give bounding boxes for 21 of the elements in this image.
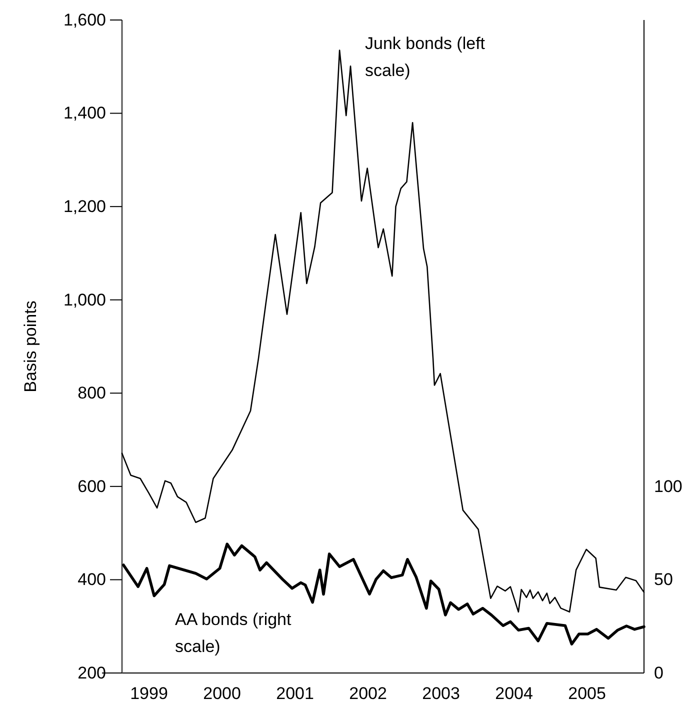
x-tick-label: 2002 — [349, 684, 387, 704]
y-tick-label: 1,000 — [63, 290, 106, 310]
x-tick-label: 2000 — [203, 684, 241, 704]
x-tick-label: 2004 — [495, 684, 533, 704]
y2-tick-label: 50 — [654, 570, 673, 590]
y-tick-label: 1,200 — [63, 197, 106, 216]
x-tick-label: 2001 — [276, 684, 314, 704]
y-tick-label: 600 — [78, 476, 106, 496]
y-tick-label: 1,600 — [63, 10, 106, 30]
y2-tick-label: 0 — [654, 663, 664, 682]
y2-tick-label: 100 — [654, 476, 682, 496]
y-tick-label: 400 — [78, 570, 106, 590]
y-tick-label: 1,400 — [63, 104, 106, 123]
x-tick-label: 1999 — [130, 684, 168, 704]
x-tick-label: 2005 — [568, 684, 606, 704]
x-tick-label: 2003 — [422, 684, 460, 704]
y-tick-label: 800 — [78, 384, 106, 403]
series-label: AA bonds (right scale) — [175, 610, 292, 656]
y-axis-title: Basis points — [21, 300, 40, 392]
series-label: Junk bonds (left scale) — [365, 34, 486, 80]
y-tick-label: 200 — [78, 663, 106, 682]
